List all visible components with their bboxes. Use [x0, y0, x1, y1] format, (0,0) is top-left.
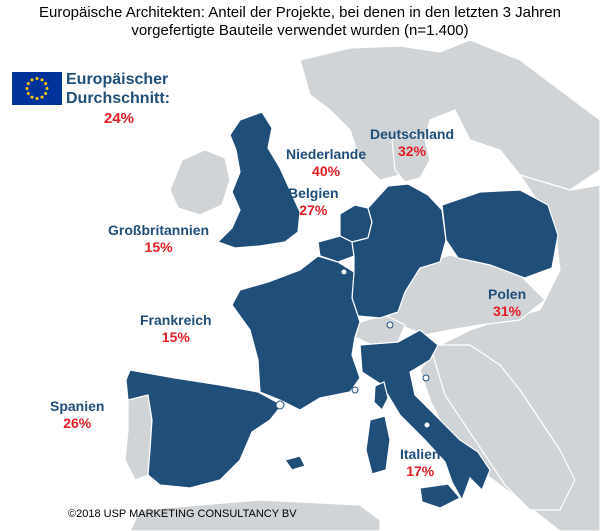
eu-star: [30, 95, 34, 99]
title-line-2: vorgefertigte Bauteile verwendet wurden …: [131, 22, 469, 39]
label-es: Spanien 26%: [50, 398, 104, 432]
eu-star: [30, 78, 34, 82]
sardinia-shape: [365, 415, 391, 475]
city-marker: [275, 400, 285, 410]
label-pl: Polen 31%: [488, 286, 526, 320]
country-value: 32%: [397, 143, 427, 159]
eu-star: [40, 95, 44, 99]
es-shape: [125, 369, 283, 489]
eu-average-value: 24%: [104, 110, 135, 127]
country-name: Deutschland: [370, 126, 455, 142]
scandinavia-land: [299, 39, 600, 191]
label-fr: Frankreich 15%: [140, 312, 212, 346]
city-marker: [351, 386, 359, 394]
country-value: 15%: [144, 239, 173, 255]
eu-average-line-1: Europäischer: [66, 71, 169, 88]
other-countries: [124, 39, 600, 531]
country-value: 17%: [406, 463, 435, 479]
mallorca-shape: [284, 455, 306, 471]
ireland-land: [169, 149, 231, 216]
country-name: Großbritannien: [108, 222, 210, 238]
eu-star: [26, 82, 30, 85]
label-be: Belgien 27%: [288, 185, 339, 219]
country-value: 31%: [493, 303, 522, 319]
eu-flag-icon: [12, 72, 62, 105]
eu-average-line-2: Durchschnitt:: [66, 90, 170, 107]
fr-shape: [231, 255, 361, 411]
copyright: ©2018 USP MARKETING CONSULTANCY BV: [68, 508, 297, 520]
city-marker: [423, 421, 431, 429]
country-name: Belgien: [288, 185, 339, 201]
eu-star: [44, 92, 48, 95]
city-markers: [275, 268, 431, 429]
eu-star: [35, 97, 39, 100]
sicily-shape: [419, 483, 461, 509]
corsica-shape: [373, 381, 389, 412]
city-marker: [340, 268, 348, 276]
eu-average-label: Europäischer Durchschnitt:: [66, 70, 170, 108]
eu-star: [26, 92, 30, 95]
country-value: 15%: [161, 329, 190, 345]
country-value: 26%: [63, 415, 92, 431]
highlighted-countries: [125, 111, 559, 509]
label-de: Deutschland 32%: [370, 126, 454, 160]
city-marker: [386, 321, 394, 329]
country-name: Frankreich: [140, 312, 212, 328]
label-it: Italien 17%: [400, 446, 440, 480]
country-name: Niederlande: [286, 146, 367, 162]
title-line-1: Europäische Architekten: Anteil der Proj…: [38, 4, 561, 21]
nl-shape: [339, 204, 373, 243]
portugal-land: [124, 394, 153, 481]
pl-shape: [441, 189, 559, 279]
eu-star: [40, 78, 44, 82]
country-name: Spanien: [50, 398, 105, 414]
country-value: 40%: [312, 163, 341, 179]
label-gb: Großbritannien 15%: [108, 222, 209, 256]
country-value: 27%: [299, 202, 328, 218]
de-shape: [351, 183, 447, 319]
eu-star: [25, 87, 29, 90]
country-name: Polen: [488, 286, 527, 302]
eu-star: [44, 82, 48, 85]
city-marker: [422, 374, 430, 382]
balkans-land: [429, 344, 576, 511]
label-nl: Niederlande 40%: [286, 146, 366, 180]
gb-shape: [216, 111, 301, 249]
eu-star: [35, 77, 39, 80]
map-title: Europäische Architekten: Anteil der Proj…: [0, 4, 600, 40]
eu-star: [45, 87, 49, 90]
north-africa-land: [129, 499, 381, 531]
it-shape: [359, 329, 491, 502]
denmark-land: [391, 131, 431, 183]
country-name: Italien: [400, 446, 441, 462]
